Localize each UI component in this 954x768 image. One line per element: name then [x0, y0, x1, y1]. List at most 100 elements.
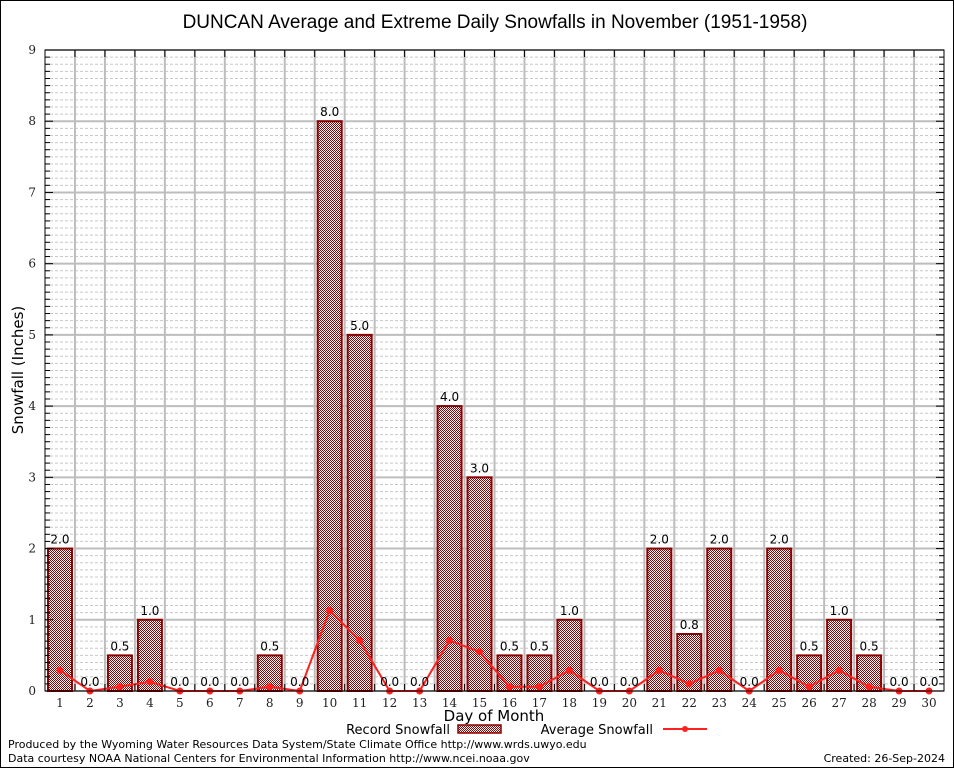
x-tick-label: 1	[56, 696, 64, 710]
x-axis-label: Day of Month	[444, 707, 545, 725]
bar-value-label: 0.0	[80, 675, 99, 689]
bar-value-label: 0.5	[260, 639, 279, 653]
bar-value-label: 0.0	[740, 675, 759, 689]
bar-value-label: 2.0	[50, 533, 69, 547]
footer-produced-by: Produced by the Wyoming Water Resources …	[8, 738, 587, 751]
x-tick-label: 14	[442, 696, 458, 710]
bar-value-label: 2.0	[650, 533, 669, 547]
x-tick-label: 18	[562, 696, 577, 710]
bar-value-label: 0.0	[230, 675, 249, 689]
bar-value-label: 0.0	[170, 675, 189, 689]
record-bar	[466, 476, 493, 693]
average-point	[146, 678, 154, 686]
average-point	[56, 666, 64, 674]
y-axis-label: Snowfall (Inches)	[9, 306, 27, 434]
x-tick-label: 13	[412, 696, 427, 710]
footer-data-courtesy: Data courtesy NOAA National Centers for …	[8, 752, 530, 765]
record-bar	[436, 405, 463, 692]
average-point	[505, 683, 513, 691]
bar-value-label: 0.5	[110, 639, 129, 653]
y-tick-label: 7	[28, 185, 36, 199]
chart-title: DUNCAN Average and Extreme Daily Snowfal…	[183, 12, 808, 33]
x-tick-label: 8	[266, 696, 274, 710]
record-bar	[316, 120, 343, 692]
average-point	[565, 666, 573, 674]
bar-value-label: 2.0	[770, 533, 789, 547]
average-point	[685, 680, 693, 688]
average-point	[805, 683, 813, 691]
average-point	[116, 683, 124, 691]
bar-value-label: 1.0	[560, 604, 579, 618]
x-tick-label: 21	[652, 696, 667, 710]
bar-value-label: 0.0	[290, 675, 309, 689]
x-tick-label: 29	[891, 696, 906, 710]
x-tick-label: 19	[592, 696, 607, 710]
average-point	[835, 666, 843, 674]
y-tick-label: 0	[28, 684, 36, 698]
plot-border	[44, 49, 945, 692]
y-tick-label: 9	[28, 43, 36, 57]
x-tick-label: 10	[322, 696, 337, 710]
bar-value-label: 0.5	[860, 639, 879, 653]
average-point	[266, 683, 274, 691]
bar-value-label: 0.5	[530, 639, 549, 653]
x-tick-label: 16	[502, 696, 517, 710]
bar-value-label: 0.0	[620, 675, 639, 689]
bar-value-label: 8.0	[320, 105, 339, 119]
bar-value-label: 0.0	[380, 675, 399, 689]
x-tick-label: 28	[861, 696, 876, 710]
bar-value-label: 3.0	[470, 461, 489, 475]
x-tick-label: 2	[86, 696, 94, 710]
x-tick-label: 7	[236, 696, 244, 710]
record-bar	[556, 618, 583, 692]
bar-value-label: 0.0	[410, 675, 429, 689]
average-point	[356, 636, 364, 644]
x-tick-label: 27	[831, 696, 846, 710]
average-point	[715, 666, 723, 674]
y-tick-label: 5	[28, 328, 36, 342]
x-tick-label: 5	[176, 696, 184, 710]
x-tick-label: 11	[352, 696, 367, 710]
x-tick-label: 4	[146, 696, 154, 710]
bar-value-label: 0.0	[890, 675, 909, 689]
x-tick-label: 15	[472, 696, 487, 710]
x-tick-label: 6	[206, 696, 214, 710]
bar-value-label: 1.0	[830, 604, 849, 618]
x-tick-label: 24	[742, 696, 758, 710]
bar-value-label: 0.8	[680, 618, 699, 632]
legend-average-marker	[682, 726, 688, 732]
bar-value-label: 0.5	[500, 639, 519, 653]
bar-value-label: 0.0	[200, 675, 219, 689]
x-tick-label: 26	[802, 696, 817, 710]
grid	[45, 49, 944, 692]
bar-value-label: 4.0	[440, 390, 459, 404]
x-tick-label: 30	[921, 696, 936, 710]
y-tick-label: 3	[28, 470, 36, 484]
average-point	[446, 636, 454, 644]
record-bar	[826, 618, 853, 692]
legend-record-label: Record Snowfall	[346, 723, 450, 738]
y-tick-label: 2	[28, 542, 36, 556]
footer-created: Created: 26-Sep-2024	[824, 752, 945, 765]
bar-value-label: 0.5	[800, 639, 819, 653]
average-point	[655, 666, 663, 674]
bar-value-label: 5.0	[350, 319, 369, 333]
bar-value-label: 1.0	[140, 604, 159, 618]
y-tick-label: 8	[28, 114, 36, 128]
average-point	[326, 607, 334, 615]
bar-value-label: 0.0	[919, 675, 938, 689]
y-tick-label: 4	[28, 399, 36, 413]
legend-record-swatch	[457, 724, 502, 734]
y-tick-label: 1	[28, 613, 36, 627]
bar-value-label: 0.0	[590, 675, 609, 689]
average-point	[865, 683, 873, 691]
x-tick-label: 22	[682, 696, 697, 710]
legend: Record Snowfall Average Snowfall	[346, 723, 707, 738]
x-tick-label: 9	[296, 696, 304, 710]
x-tick-label: 3	[116, 696, 124, 710]
bar-value-label: 2.0	[710, 533, 729, 547]
legend-average-label: Average Snowfall	[541, 723, 653, 738]
y-tick-label: 6	[28, 257, 36, 271]
